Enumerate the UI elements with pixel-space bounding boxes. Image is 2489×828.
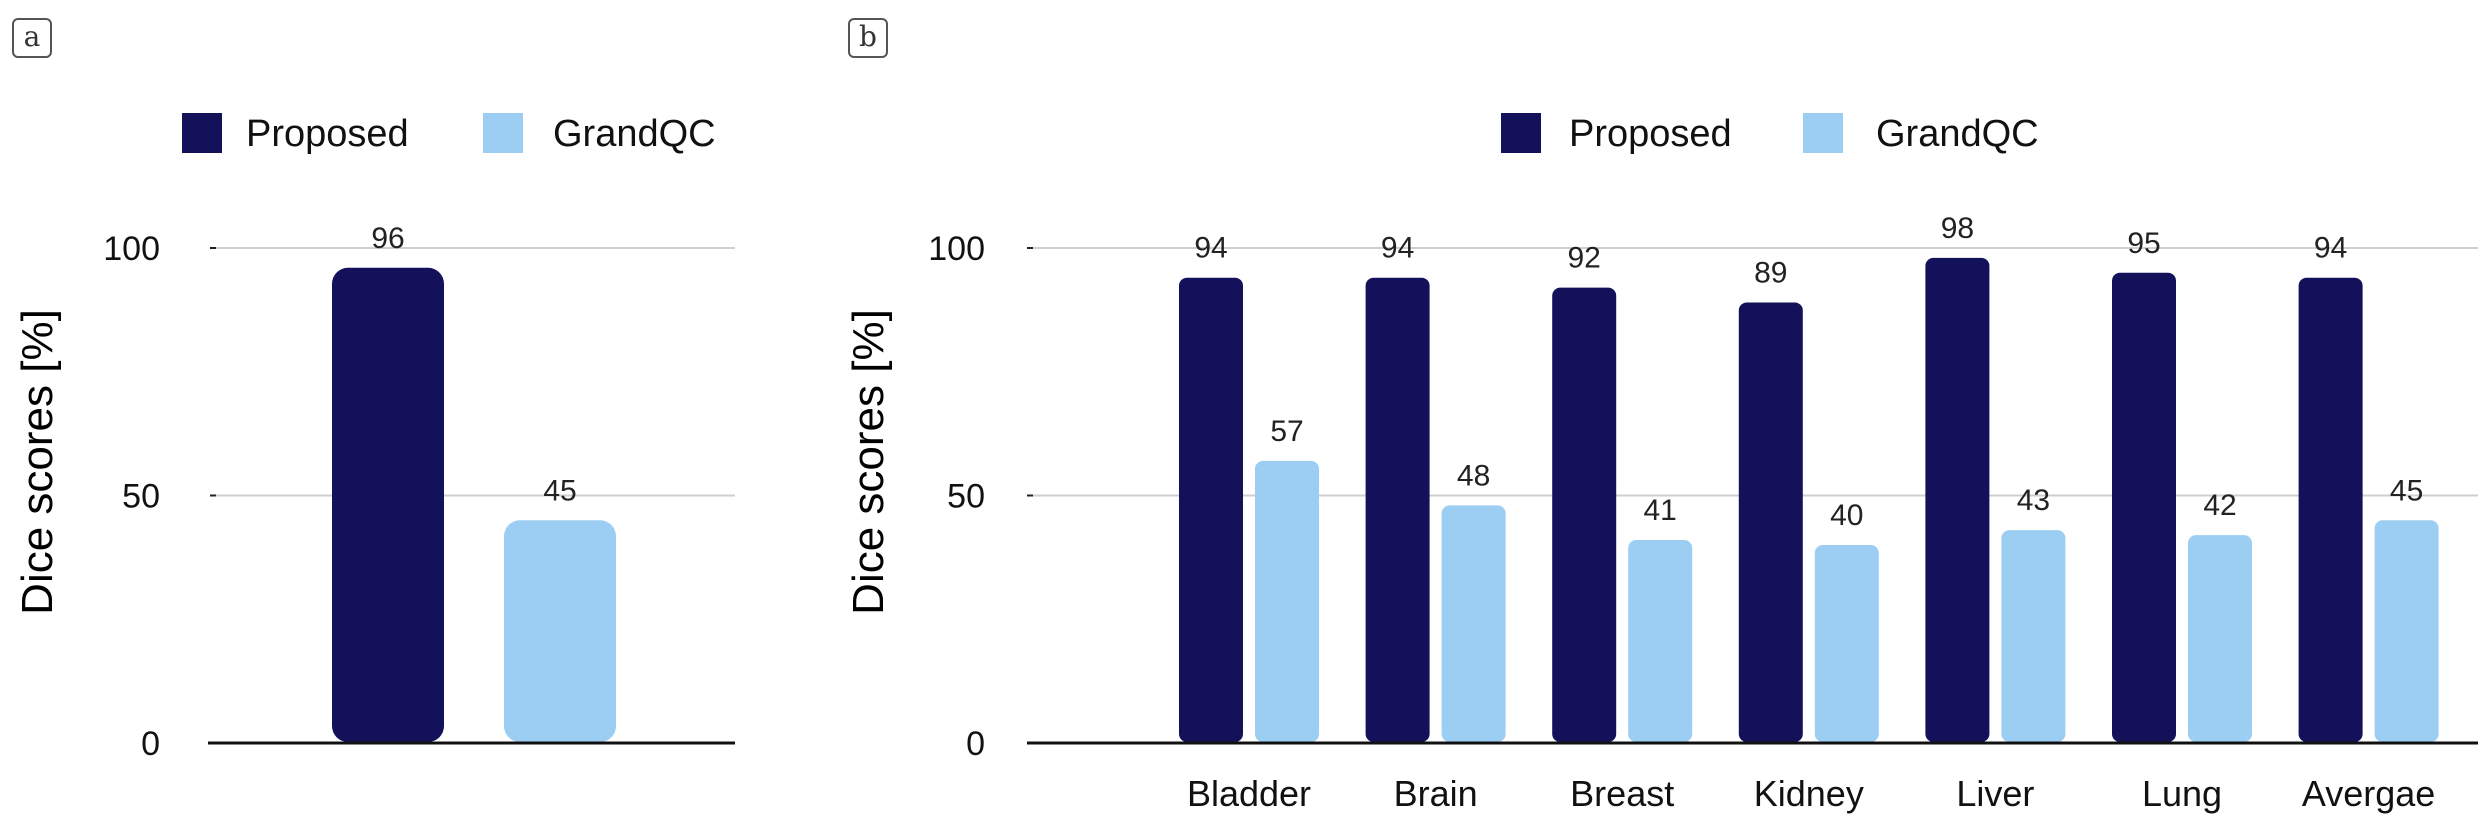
bar-proposed <box>1179 277 1243 742</box>
bar-proposed <box>2298 277 2363 742</box>
data-label: 45 <box>543 474 576 507</box>
bar-grandqc <box>2188 535 2252 742</box>
x-tick-label: Lung <box>2142 773 2222 814</box>
data-label: 94 <box>1194 232 1227 265</box>
data-label: 41 <box>1644 494 1677 527</box>
data-label: 96 <box>371 222 404 255</box>
bar-grandqc <box>1441 505 1506 742</box>
legend-label: GrandQC <box>1876 113 2039 155</box>
legend-swatch <box>483 113 523 153</box>
legend-label: Proposed <box>1569 113 1732 155</box>
y-axis-label: Dice scores [%] <box>844 309 893 615</box>
data-label: 40 <box>1830 499 1863 532</box>
x-tick-label: Breast <box>1570 773 1674 814</box>
data-label: 92 <box>1568 242 1601 275</box>
data-label: 57 <box>1270 415 1303 448</box>
legend-swatch <box>1501 113 1541 153</box>
panel-a-label: a <box>12 18 52 58</box>
data-label: 95 <box>2127 227 2160 260</box>
data-label: 94 <box>2314 232 2347 265</box>
data-label: 48 <box>1457 459 1490 492</box>
legend-swatch <box>1803 113 1843 153</box>
y-tick-label: 0 <box>141 725 160 763</box>
x-tick-label: Brain <box>1394 773 1478 814</box>
data-label: 89 <box>1754 256 1787 289</box>
data-label: 94 <box>1381 232 1414 265</box>
bar-grandqc <box>1255 460 1319 742</box>
data-label: 42 <box>2203 489 2236 522</box>
bar-grandqc <box>504 520 616 742</box>
bar-grandqc <box>1628 540 1693 742</box>
y-tick-label: 0 <box>966 725 985 763</box>
panel-b-label: b <box>848 18 888 58</box>
data-label: 45 <box>2390 474 2423 507</box>
bar-proposed <box>1738 302 1803 742</box>
bar-grandqc <box>2374 520 2439 742</box>
legend-label: GrandQC <box>553 113 716 155</box>
bar-proposed <box>2112 272 2176 742</box>
bar-grandqc <box>2001 530 2066 742</box>
legend-label: Proposed <box>246 113 409 155</box>
x-tick-label: Kidney <box>1754 773 1864 814</box>
y-tick-label: 50 <box>122 478 160 516</box>
bar-proposed <box>1552 287 1617 742</box>
x-tick-label: Bladder <box>1187 773 1311 814</box>
y-tick-label: 100 <box>103 230 160 268</box>
x-tick-label: Avergae <box>2302 773 2435 814</box>
x-tick-label: Liver <box>1956 773 2034 814</box>
bar-proposed <box>332 267 444 742</box>
bar-proposed <box>1365 277 1430 742</box>
y-tick-label: 50 <box>947 478 985 516</box>
data-label: 98 <box>1941 212 1974 245</box>
data-label: 43 <box>2017 484 2050 517</box>
bar-grandqc <box>1814 545 1879 742</box>
y-tick-label: 100 <box>928 230 985 268</box>
y-axis-label: Dice scores [%] <box>13 309 62 615</box>
bar-proposed <box>1925 257 1990 742</box>
legend-swatch <box>182 113 222 153</box>
